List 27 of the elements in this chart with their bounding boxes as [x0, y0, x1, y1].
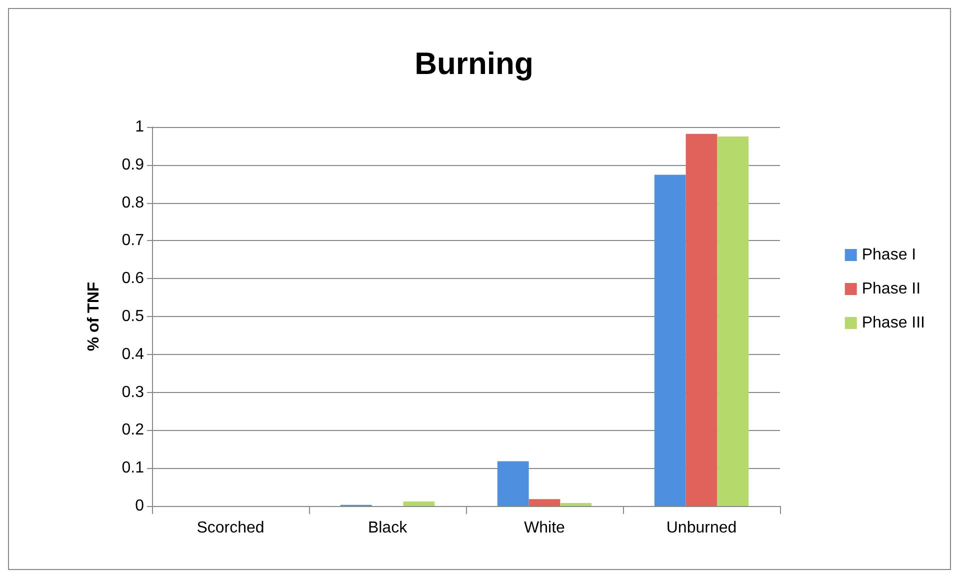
legend-label: Phase I	[862, 246, 916, 264]
y-tick-label: 0.7	[122, 232, 144, 250]
bar	[403, 501, 435, 506]
y-tick-label: 0.1	[122, 460, 144, 477]
x-tick-label: Black	[368, 520, 408, 536]
y-tick-label: 1	[135, 118, 144, 136]
bar	[654, 174, 686, 506]
x-tick-label: White	[524, 520, 566, 536]
y-tick-label: 0.6	[122, 270, 144, 288]
bar	[560, 502, 592, 506]
bar	[686, 134, 718, 506]
bar	[528, 499, 560, 506]
y-tick-label: 0.2	[122, 422, 144, 439]
legend-label: Phase II	[862, 280, 921, 298]
chart-title: Burning	[414, 46, 534, 81]
y-tick-label: 0	[135, 498, 144, 514]
y-tick-label: 0.5	[122, 308, 144, 325]
y-axis-title: % of TNF	[86, 282, 102, 352]
x-tick-label: Scorched	[196, 520, 264, 536]
bar	[717, 136, 749, 506]
y-tick-label: 0.9	[122, 156, 144, 174]
x-tick-label: Unburned	[666, 520, 737, 536]
bar	[497, 461, 529, 506]
y-tick-label: 0.4	[122, 346, 144, 363]
legend-label: Phase III	[862, 314, 926, 332]
y-tick-label: 0.8	[122, 194, 144, 212]
y-tick-label: 0.3	[122, 384, 144, 401]
